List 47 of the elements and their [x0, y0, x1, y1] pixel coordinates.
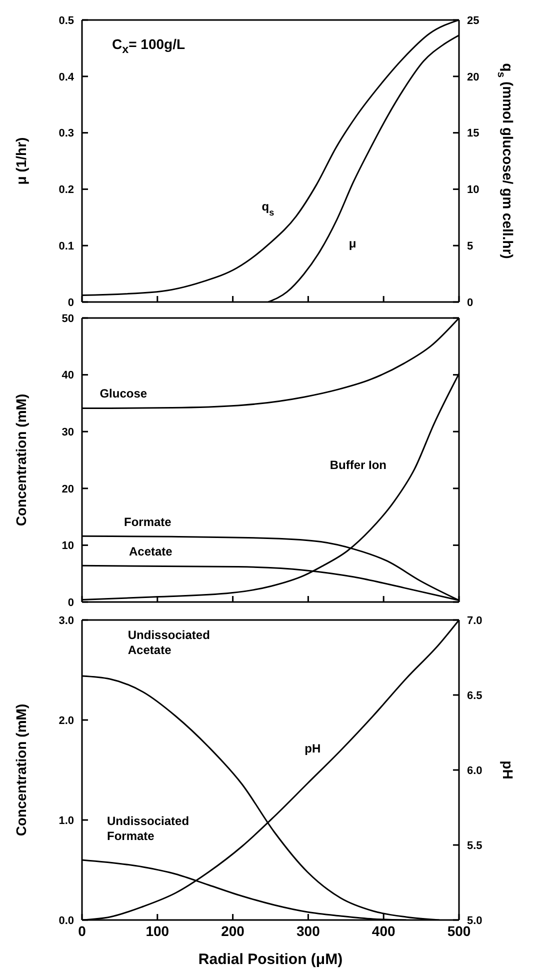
y-tick-label: 0.1 [58, 240, 74, 253]
y2-tick-label: 10 [467, 184, 480, 196]
series-label: Undissociated Formate [107, 814, 190, 843]
y2-tick-label: 6.5 [467, 690, 482, 702]
series-label: Acetate [129, 544, 173, 559]
y-tick-label: 30 [62, 426, 74, 439]
y2-tick-label: 5.5 [467, 840, 482, 852]
x-axis-title: Radial Position (μM) [198, 951, 343, 968]
y2-tick-label: 25 [467, 14, 480, 27]
y-tick-label: 20 [62, 483, 74, 496]
x-tick-label: 400 [372, 922, 396, 939]
y-tick-label: 3.0 [58, 614, 74, 627]
y2-tick-label: 20 [467, 71, 480, 84]
series-label: μ [348, 236, 356, 251]
y-tick-label: 50 [62, 312, 74, 325]
y-tick-label: 0.3 [58, 128, 74, 140]
y-axis-title: μ (1/hr) [12, 137, 29, 185]
series-label: Buffer Ion [330, 458, 387, 472]
series-label: Glucose [100, 386, 148, 401]
series-label: q$_{s}$ [262, 199, 274, 218]
y2-tick-label: 7.0 [467, 614, 482, 627]
y-tick-label: 0.4 [58, 71, 75, 84]
y-tick-label: 1.0 [58, 814, 74, 827]
series-label: pH [304, 742, 321, 756]
x-tick-label: 300 [296, 922, 320, 939]
y-tick-label: 0 [68, 296, 74, 309]
y2-tick-label: 5 [467, 240, 474, 253]
y-tick-label: 0.5 [58, 14, 74, 27]
x-tick-label: 200 [221, 922, 245, 939]
text: Undissociated Acetate [128, 628, 210, 657]
x-tick-label: 100 [146, 922, 170, 939]
y-tick-label: 2.0 [58, 714, 74, 727]
y-axis-title: Concentration (mM) [12, 394, 29, 526]
series-label: Formate [124, 515, 172, 530]
y2-tick-label: 6.0 [467, 764, 482, 777]
annotation: C$_{x}$= 100g/L [112, 36, 186, 56]
y2-tick-label: 0 [467, 296, 474, 309]
y2-tick-label: 5.0 [467, 914, 482, 927]
x-tick-label: 0 [78, 922, 86, 939]
y-axis-title: Concentration (mM) [12, 704, 29, 836]
y-tick-label: 10 [62, 540, 74, 552]
y-tick-label: 0.0 [58, 914, 74, 927]
y-tick-label: 40 [62, 370, 74, 382]
y-tick-label: 0.2 [58, 184, 74, 196]
y2-axis-title: pH [500, 760, 516, 780]
y2-tick-label: 15 [467, 128, 480, 140]
y-tick-label: 0 [68, 596, 74, 609]
